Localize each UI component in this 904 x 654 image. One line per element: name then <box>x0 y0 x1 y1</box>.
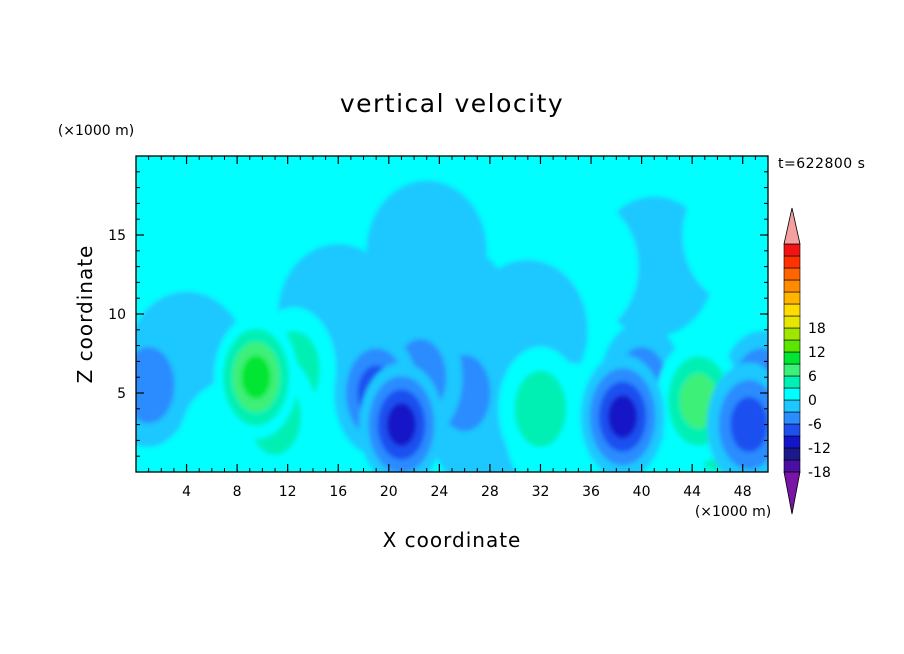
field-cell <box>608 395 638 439</box>
x-tick-label: 8 <box>233 484 242 500</box>
x-tick-label: 12 <box>279 484 297 500</box>
x-tick-label: 16 <box>329 484 347 500</box>
field-cell <box>136 346 175 424</box>
colorbar-tick-label: 0 <box>808 393 817 409</box>
colorbar-segment <box>783 447 801 461</box>
colorbar-tick-label: -6 <box>808 417 822 433</box>
y-axis-unit: (×1000 m) <box>58 123 134 139</box>
heatmap-field <box>136 156 768 472</box>
colorbar-extend-max <box>783 207 801 245</box>
colorbar-segment <box>783 375 801 389</box>
field-cell <box>730 397 768 453</box>
colorbar-segment <box>783 255 801 269</box>
field-cell <box>386 403 417 447</box>
field-cell <box>241 355 271 399</box>
x-tick-label: 48 <box>734 484 752 500</box>
y-tick-label: 5 <box>117 386 126 402</box>
colorbar-tick-label: 12 <box>808 345 826 361</box>
colorbar-segment <box>783 243 801 257</box>
colorbar-segment <box>783 351 801 365</box>
time-label: t=622800 s <box>778 156 865 172</box>
x-tick-label: 32 <box>532 484 550 500</box>
colorbar-segment <box>783 339 801 353</box>
x-tick-label: 36 <box>582 484 600 500</box>
y-axis: 5 10 15 <box>108 171 768 457</box>
colorbar-tick-label: -12 <box>808 441 831 457</box>
x-tick-label: 24 <box>430 484 448 500</box>
x-tick-label: 28 <box>481 484 499 500</box>
field-cell <box>682 165 768 305</box>
colorbar-segment <box>783 459 801 473</box>
colorbar-segment <box>783 291 801 305</box>
x-axis-unit: (×1000 m) <box>695 504 771 520</box>
x-tick-label: 4 <box>182 484 191 500</box>
colorbar-segment <box>783 423 801 437</box>
colorbar-segment <box>783 399 801 413</box>
colorbar-tick-label: -18 <box>808 465 831 481</box>
colorbar-segment <box>783 435 801 449</box>
colorbar-segment <box>783 279 801 293</box>
colorbar-segment <box>783 411 801 425</box>
colorbar-tick-label: 6 <box>808 369 817 385</box>
y-tick-label: 15 <box>108 228 126 244</box>
colorbar-extend-min <box>783 471 801 515</box>
colorbar-segment <box>783 327 801 341</box>
field-cell <box>514 370 567 447</box>
x-axis-title: X coordinate <box>383 528 522 552</box>
x-tick-label: 44 <box>683 484 701 500</box>
colorbar-segment <box>783 267 801 281</box>
colorbar-tick-label: 18 <box>808 321 826 337</box>
x-axis: 4 8 12 16 20 24 28 32 36 40 44 48 <box>148 156 756 500</box>
y-tick-label: 10 <box>108 307 126 323</box>
colorbar-segment <box>783 315 801 329</box>
colorbar-segment <box>783 387 801 401</box>
colorbar-segment <box>783 363 801 377</box>
colorbar-segment <box>783 303 801 317</box>
x-tick-label: 20 <box>380 484 398 500</box>
y-axis-title: Z coordinate <box>73 245 97 384</box>
chart-title: vertical velocity <box>340 89 564 118</box>
colorbar: 18 12 6 0 -6 -12 -18 <box>783 207 831 515</box>
x-tick-label: 40 <box>633 484 651 500</box>
